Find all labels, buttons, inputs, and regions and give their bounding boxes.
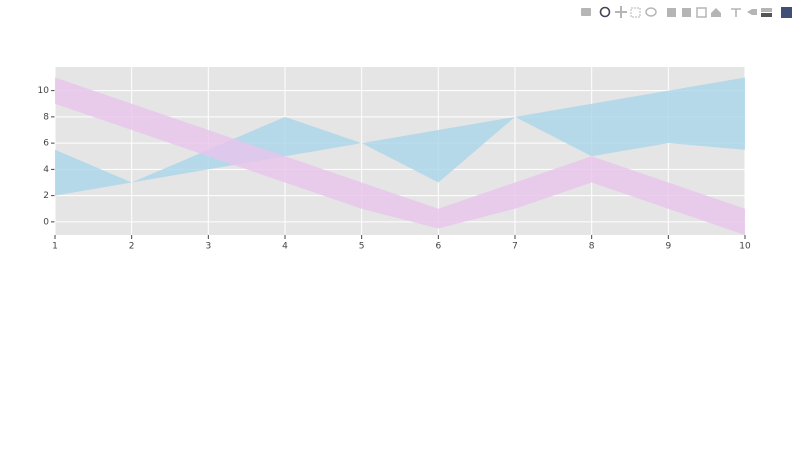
x-tick-label: 1: [52, 242, 58, 252]
box-select-icon[interactable]: [630, 7, 641, 18]
x-tick-label: 2: [129, 242, 135, 252]
y-tick-label: 8: [43, 112, 49, 122]
pan-icon[interactable]: [615, 6, 627, 18]
x-tick-label: 6: [435, 242, 441, 252]
autoscale-icon[interactable]: [696, 7, 707, 18]
hover-compare-icon[interactable]: [761, 8, 772, 12]
x-tick-label: 7: [512, 242, 518, 252]
x-tick-label: 10: [739, 242, 751, 252]
zoom-icon[interactable]: [599, 6, 611, 18]
x-tick-label: 3: [205, 242, 211, 252]
spike-icon[interactable]: [731, 8, 741, 17]
modebar: [581, 6, 792, 18]
y-tick-label: 10: [38, 86, 50, 96]
x-tick-label: 5: [359, 242, 365, 252]
x-tick-label: 8: [589, 242, 595, 252]
y-tick-label: 2: [43, 191, 49, 201]
x-tick-label: 9: [665, 242, 671, 252]
hover-closest-icon[interactable]: [747, 9, 757, 15]
y-tick-label: 0: [43, 217, 49, 227]
band-area: [55, 77, 745, 196]
y-tick-label: 6: [43, 139, 49, 149]
y-tick-label: 4: [43, 165, 49, 175]
camera-icon[interactable]: [581, 8, 591, 16]
lasso-icon[interactable]: [645, 7, 657, 17]
reset-icon[interactable]: [711, 8, 721, 17]
band-area: [55, 77, 745, 235]
zoom-out-icon[interactable]: [682, 8, 691, 17]
hover-compare-icon-2: [761, 13, 772, 17]
plotly-logo[interactable]: [781, 7, 792, 18]
x-tick-label: 4: [282, 242, 288, 252]
zoom-in-icon[interactable]: [667, 8, 676, 17]
